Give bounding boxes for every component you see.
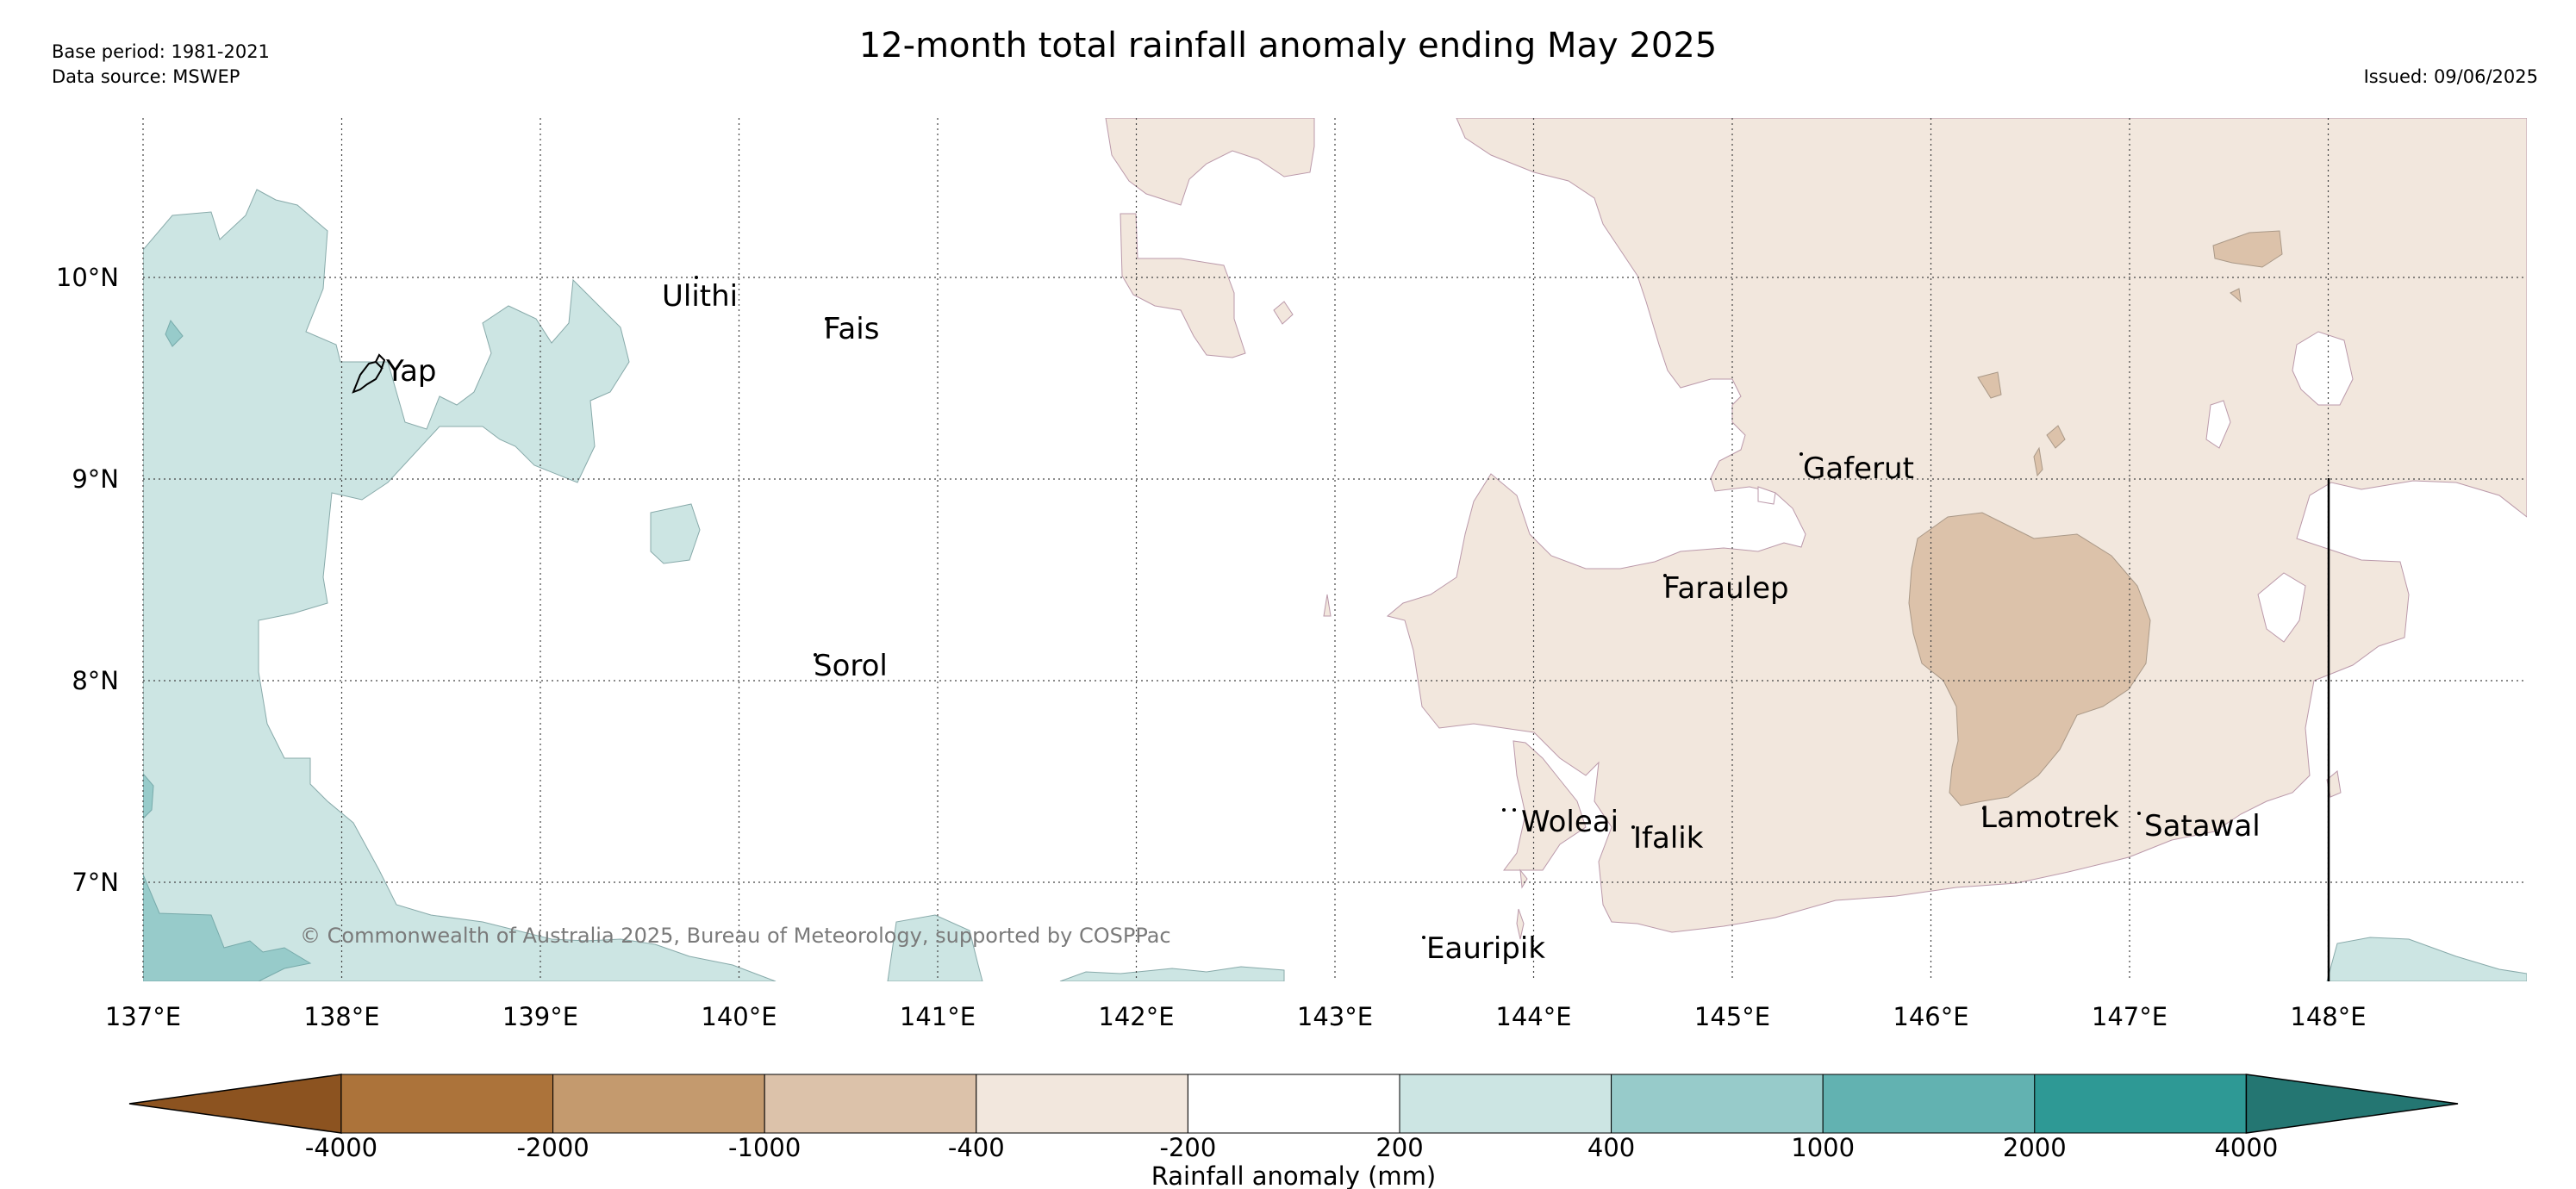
longitude-label: 140°E	[701, 1002, 777, 1031]
colorbar-segment	[1822, 1074, 2036, 1134]
colorbar-tick-label: 400	[1587, 1133, 1635, 1162]
colorbar-tick-label: 4000	[2214, 1133, 2278, 1162]
anomaly-patch-wet-south-2	[1059, 966, 1285, 981]
place-labels: Yap Ulithi Fais Sorol Gaferut Faraulep Woleai I…	[385, 279, 2261, 966]
anomaly-patch-dry-1	[1120, 213, 1246, 358]
longitude-labels: 137°E 138°E 139°E 140°E 141°E 142°E 143°E 144°E…	[105, 1002, 2367, 1031]
anomaly-patch-wet-southeast	[2326, 937, 2527, 981]
colorbar-segment	[552, 1074, 765, 1134]
place-label: Faraulep	[1663, 571, 1789, 606]
place-label: Fais	[824, 312, 879, 346]
place-label: Sorol	[814, 649, 888, 683]
latitude-labels: 10°N 9°N 8°N 7°N	[56, 263, 119, 897]
colorbar-segment	[976, 1074, 1188, 1134]
colorbar: -4000 -2000 -1000 -400 -200 200 400 1000 2000 400…	[128, 1074, 2459, 1162]
island-markers	[695, 276, 2141, 939]
colorbar-segment	[764, 1074, 977, 1134]
copyright-notice: © Commonwealth of Australia 2025, Bureau…	[300, 924, 1171, 948]
colorbar-tick-label: 1000	[1791, 1133, 1855, 1162]
anomaly-patch-wet-island	[650, 503, 701, 564]
anomaly-region-dry-north-central	[1105, 118, 1315, 206]
place-label: Eauripik	[1426, 931, 1545, 966]
anomaly-region-drier-east	[1908, 512, 2151, 806]
anomaly-region-wet-west	[143, 189, 777, 981]
latitude-label: 10°N	[56, 263, 119, 292]
colorbar-label: Rainfall anomaly (mm)	[1151, 1161, 1437, 1189]
colorbar-tick-label: -2000	[516, 1133, 589, 1162]
latitude-label: 7°N	[72, 868, 119, 897]
issued-date: Issued: 09/06/2025	[2363, 66, 2538, 87]
place-label: Gaferut	[1803, 451, 1914, 486]
anomaly-hole-near-normal-1	[2292, 331, 2354, 406]
anomaly-patch-dry-5	[1519, 868, 1528, 889]
colorbar-tick-label: -1000	[728, 1133, 801, 1162]
place-label: Ifalik	[1633, 821, 1704, 856]
anomaly-patch-dry-6	[1516, 908, 1525, 940]
longitude-label: 148°E	[2290, 1002, 2366, 1031]
colorbar-tick-label: 200	[1375, 1133, 1423, 1162]
anomaly-hole-near-normal-4	[1757, 486, 1776, 505]
anomaly-region-wetter-west	[143, 874, 312, 981]
longitude-label: 137°E	[105, 1002, 181, 1031]
colorbar-segment	[340, 1074, 554, 1134]
anomaly-patch-wetter-tiny	[165, 319, 184, 347]
anomaly-patch-wet-south-1	[887, 914, 983, 981]
colorbar-tick-label: -400	[948, 1133, 1005, 1162]
anomaly-patch-dry-3	[1323, 594, 1332, 617]
anomaly-fields	[143, 118, 2527, 981]
colorbar-segment	[1399, 1074, 1612, 1134]
yap-island-outline	[352, 353, 386, 394]
longitude-label: 139°E	[502, 1002, 578, 1031]
longitude-label: 143°E	[1297, 1002, 1373, 1031]
place-label: Woleai	[1521, 805, 1619, 839]
colorbar-tick-label: -4000	[305, 1133, 377, 1162]
longitude-label: 145°E	[1694, 1002, 1770, 1031]
colorbar-segment	[2034, 1074, 2247, 1134]
longitude-label: 141°E	[900, 1002, 976, 1031]
anomaly-patch-wetter-small	[143, 773, 154, 819]
longitude-label: 138°E	[303, 1002, 379, 1031]
anomaly-patch-drier-3	[2046, 425, 2066, 449]
longitude-label: 142°E	[1098, 1002, 1174, 1031]
anomaly-patch-drier-2	[1977, 371, 2002, 399]
latitude-label: 8°N	[72, 666, 119, 695]
place-label: Lamotrek	[1980, 800, 2119, 835]
latitude-label: 9°N	[72, 464, 119, 494]
colorbar-segment	[1187, 1074, 1400, 1134]
anomaly-patch-drier-4	[2033, 446, 2043, 477]
longitude-label: 144°E	[1495, 1002, 1571, 1031]
colorbar-segment	[1611, 1074, 1824, 1134]
anomaly-patch-dry-2	[1273, 301, 1294, 325]
place-label: Satawal	[2144, 809, 2261, 844]
colorbar-tick-label: 2000	[2003, 1133, 2067, 1162]
colorbar-extend-high	[2245, 1074, 2459, 1134]
anomaly-hole-near-normal-3	[2257, 572, 2306, 643]
longitude-label: 146°E	[1893, 1002, 1968, 1031]
base-period-note: Base period: 1981-2021	[52, 41, 270, 62]
graticule	[142, 118, 2527, 981]
anomaly-patch-drier-5	[2230, 288, 2242, 303]
place-label: Ulithi	[662, 279, 738, 314]
colorbar-extend-low	[128, 1074, 342, 1134]
place-label: Yap	[385, 354, 437, 389]
longitude-label: 147°E	[2092, 1002, 2167, 1031]
data-source-note: Data source: MSWEP	[52, 66, 240, 87]
map-title: 12-month total rainfall anomaly ending M…	[858, 26, 1718, 65]
colorbar-tick-label: -200	[1159, 1133, 1216, 1162]
anomaly-patch-drier-1	[2212, 230, 2283, 268]
anomaly-hole-near-normal-2	[2205, 400, 2231, 449]
anomaly-patch-dry-4	[1503, 740, 1587, 871]
